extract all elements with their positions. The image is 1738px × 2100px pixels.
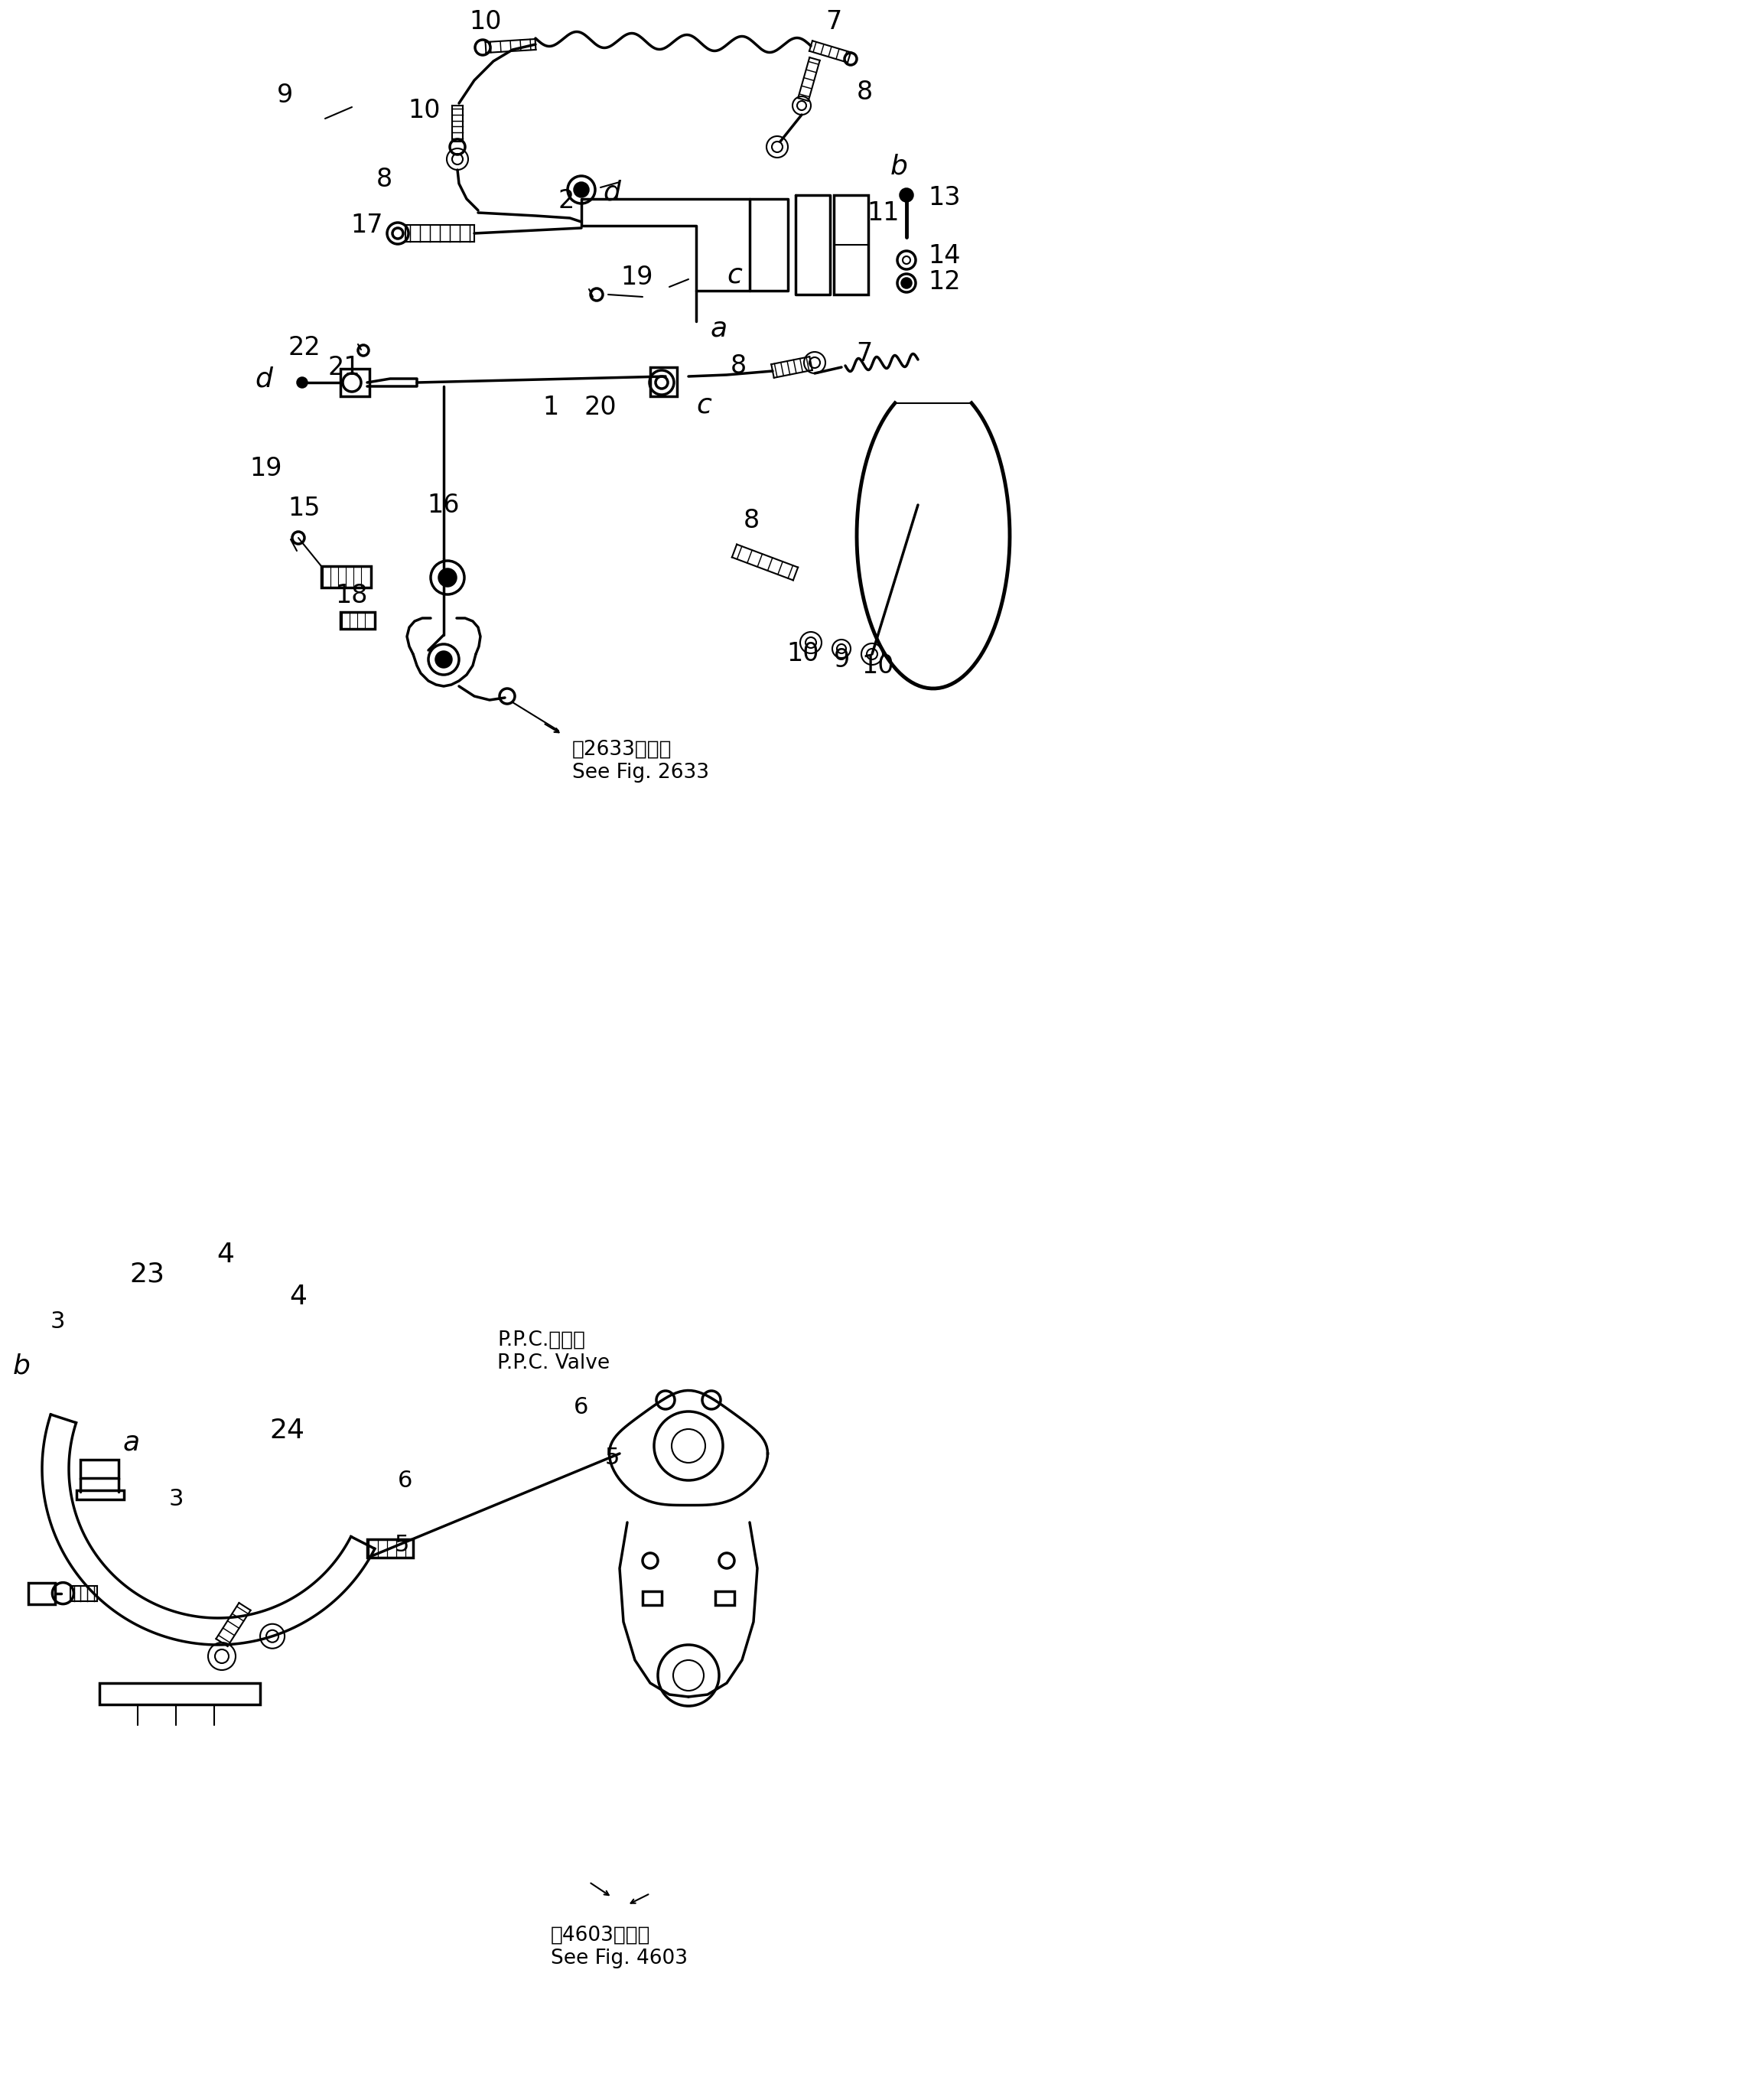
Text: P.P.C. Valve: P.P.C. Valve	[497, 1352, 610, 1373]
Bar	[367, 1539, 414, 1558]
Text: 8: 8	[375, 168, 393, 193]
Circle shape	[342, 374, 362, 393]
Text: 第2633図参照: 第2633図参照	[572, 739, 673, 760]
Text: 第4603図参照: 第4603図参照	[551, 1926, 650, 1945]
Text: 13: 13	[928, 185, 961, 210]
Text: 5: 5	[605, 1447, 619, 1468]
Circle shape	[440, 569, 455, 586]
Text: b: b	[890, 153, 907, 181]
Text: 6: 6	[398, 1470, 414, 1491]
Text: 3: 3	[169, 1489, 184, 1510]
Text: 1: 1	[542, 395, 560, 420]
Text: a: a	[123, 1430, 141, 1455]
Bar	[650, 367, 678, 397]
Text: 7: 7	[826, 8, 841, 34]
Text: b: b	[12, 1352, 30, 1378]
Text: c: c	[697, 393, 711, 418]
Text: 16: 16	[428, 491, 461, 517]
Text: a: a	[711, 315, 728, 342]
Text: 24: 24	[269, 1418, 304, 1443]
Text: 5: 5	[395, 1535, 408, 1556]
Text: 11: 11	[867, 199, 900, 225]
Bar	[834, 195, 869, 294]
Bar	[341, 611, 375, 628]
Text: 9: 9	[276, 84, 292, 109]
Circle shape	[575, 183, 587, 197]
Text: 20: 20	[584, 395, 617, 420]
Text: 8: 8	[744, 508, 760, 533]
Text: 4: 4	[217, 1241, 235, 1268]
Text: 7: 7	[857, 340, 872, 365]
Text: 14: 14	[928, 244, 961, 269]
Text: 10: 10	[862, 653, 895, 678]
Circle shape	[902, 279, 911, 288]
Text: d: d	[255, 365, 273, 393]
Text: d: d	[603, 181, 620, 206]
Text: See Fig. 2633: See Fig. 2633	[572, 762, 709, 783]
Text: c: c	[726, 262, 742, 288]
Text: 8: 8	[730, 353, 746, 378]
Text: 18: 18	[335, 582, 368, 607]
Text: 19: 19	[250, 456, 283, 481]
Text: 9: 9	[833, 647, 850, 672]
Text: 4: 4	[290, 1283, 308, 1310]
Bar	[80, 1459, 118, 1478]
Text: 19: 19	[620, 265, 653, 290]
Bar	[76, 1491, 123, 1499]
Text: 21: 21	[328, 355, 360, 380]
Text: 23: 23	[129, 1260, 165, 1287]
Bar	[643, 1592, 662, 1604]
Text: 12: 12	[928, 269, 961, 294]
Bar	[341, 370, 370, 397]
Text: 2: 2	[558, 187, 574, 212]
Circle shape	[900, 189, 912, 202]
Bar	[99, 1682, 261, 1705]
Text: 3: 3	[50, 1310, 64, 1334]
Text: 15: 15	[289, 496, 322, 521]
Text: P.P.C.バルブ: P.P.C.バルブ	[497, 1331, 586, 1350]
Text: 22: 22	[289, 336, 322, 361]
Text: 17: 17	[351, 212, 384, 237]
Text: 6: 6	[574, 1396, 589, 1420]
Bar	[716, 1592, 735, 1604]
Bar	[322, 567, 370, 588]
Text: 8: 8	[857, 80, 872, 105]
Bar	[28, 1583, 56, 1604]
Text: 10: 10	[787, 640, 820, 666]
Text: 10: 10	[408, 99, 441, 124]
Circle shape	[297, 378, 306, 386]
Text: 10: 10	[469, 8, 502, 34]
Circle shape	[436, 651, 452, 668]
Text: See Fig. 4603: See Fig. 4603	[551, 1949, 688, 1968]
